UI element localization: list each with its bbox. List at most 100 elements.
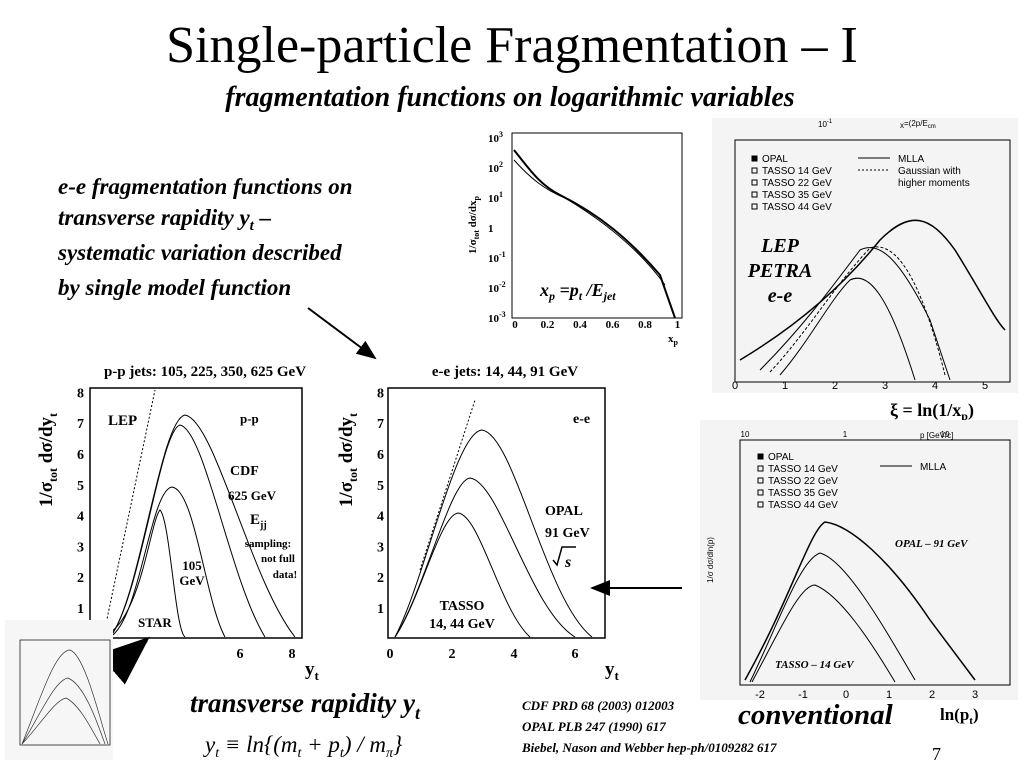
curve — [513, 149, 676, 319]
scan-bg — [5, 620, 113, 760]
legend-label: TASSO 35 GeV — [768, 488, 838, 499]
legend-label: OPAL — [768, 452, 794, 463]
label: not full — [261, 553, 295, 565]
label: e-e — [573, 412, 590, 427]
label: 91 GeV — [545, 526, 590, 541]
frame — [89, 387, 303, 639]
tick-base: 1 — [488, 223, 494, 235]
legend-label: TASSO 14 GeV — [768, 464, 838, 475]
x-tick-label: 2 — [832, 380, 838, 392]
curve — [513, 159, 666, 286]
legend-marker — [751, 191, 758, 198]
legend-label: TASSO 22 GeV — [768, 476, 838, 487]
desc-line: systematic variation described — [57, 240, 342, 265]
x-tick-label: 0 — [843, 689, 849, 701]
x-label: ξ = ln(1/xp) — [890, 400, 974, 423]
y-tick-label: 10-2 — [488, 280, 506, 295]
tick-base: 10 — [488, 133, 500, 145]
label: 105 — [182, 558, 202, 573]
sqrt-sign — [552, 546, 576, 567]
x-tick-label: 3 — [882, 380, 888, 392]
y-label: 1/σtot dσ/dyt — [36, 413, 60, 507]
top-tick: 10 — [941, 430, 950, 439]
label: 625 GeV — [228, 488, 277, 503]
y-tick-label: 103 — [488, 130, 503, 145]
label: GeV — [179, 573, 205, 588]
top-tick: 1 — [843, 430, 848, 439]
x-tick-label: 4 — [511, 647, 518, 662]
y-tick-label: 4 — [377, 510, 384, 525]
x-tick-label: 0.4 — [573, 319, 587, 331]
legend-marker — [751, 155, 758, 162]
label: OPAL — [545, 504, 583, 519]
y-tick-label: 5 — [77, 479, 84, 494]
subtitle: fragmentation functions on logarithmic v… — [225, 82, 795, 113]
x-tick-label: 2 — [929, 689, 935, 701]
tick-base: 10 — [488, 193, 500, 205]
legend-marker — [751, 179, 758, 186]
frame — [511, 132, 683, 319]
curve — [779, 277, 916, 381]
legend-marker — [757, 501, 764, 508]
frame — [739, 439, 1011, 686]
frame — [387, 387, 606, 639]
tick-base: 10 — [488, 283, 500, 295]
label: p-p — [240, 411, 259, 426]
legend-marker — [751, 167, 758, 174]
curve — [109, 424, 266, 638]
curve — [759, 247, 951, 381]
ee-panel: e-e jets: 14, 44, 91 GeV 1/σtot dσ/dyt 1… — [336, 364, 620, 683]
curve — [21, 649, 109, 745]
x-label: xp — [668, 333, 679, 347]
top-label: x=(2p/Ecm — [900, 119, 936, 130]
curve — [394, 429, 593, 638]
desc-line: by single model function — [58, 275, 291, 300]
x-label: yt — [605, 659, 620, 683]
legend-label: TASSO 14 GeV — [762, 166, 832, 177]
label: s — [564, 554, 571, 571]
footer: transverse rapidity yt yt ≡ ln{(mt + pt)… — [190, 688, 979, 764]
formula: yt ≡ ln{(mt + pt) / mπ} — [203, 732, 402, 761]
y-tick-label: 4 — [77, 510, 84, 525]
label: LEP — [760, 235, 800, 257]
tick-exp: -3 — [499, 310, 506, 319]
tick-base: 10 — [488, 253, 500, 265]
x-tick-label: 1 — [782, 380, 788, 392]
legend-label: MLLA — [920, 462, 946, 473]
x-tick-label: -1 — [798, 689, 808, 701]
frame — [734, 139, 1011, 383]
x-tick-label: 0 — [732, 380, 738, 392]
x-label: yt — [305, 659, 320, 683]
y-tick-label: 102 — [488, 160, 503, 175]
x-tick-label: 1 — [886, 689, 892, 701]
y-tick-label: 2 — [377, 571, 384, 586]
y-label: 1/σ dσ/dln(p) — [706, 537, 715, 583]
legend-label: TASSO 44 GeV — [762, 202, 832, 213]
tick-base: 10 — [488, 313, 500, 325]
label: Ejj — [250, 512, 267, 531]
panel-title: p-p jets: 105, 225, 350, 625 GeV — [104, 364, 306, 380]
curve — [109, 414, 296, 638]
x-tick-label: -2 — [755, 689, 765, 701]
label: CDF — [230, 464, 259, 479]
curve — [109, 486, 226, 638]
x-tick-label: 6 — [572, 647, 579, 662]
x-tick-label: 6 — [237, 647, 244, 662]
x-tick-label: 3 — [972, 689, 978, 701]
curve — [394, 477, 576, 638]
x-tick-label: 8 — [289, 647, 296, 662]
legend-label: TASSO 35 GeV — [762, 190, 832, 201]
label: STAR — [138, 615, 172, 630]
y-tick-label: 1 — [77, 602, 84, 617]
tick-exp: -1 — [499, 250, 506, 259]
x-tick-label: 4 — [932, 380, 938, 392]
label: LEP — [108, 413, 137, 429]
legend-marker — [757, 453, 764, 460]
reference: OPAL PLB 247 (1990) 617 — [522, 719, 666, 734]
panel-title: e-e jets: 14, 44, 91 GeV — [432, 364, 578, 380]
label: 14, 44 GeV — [429, 617, 495, 632]
label: OPAL – 91 GeV — [895, 538, 969, 550]
tick-exp: 2 — [499, 160, 503, 169]
y-tick-label: 7 — [77, 417, 84, 432]
tick-exp: -2 — [499, 280, 506, 289]
